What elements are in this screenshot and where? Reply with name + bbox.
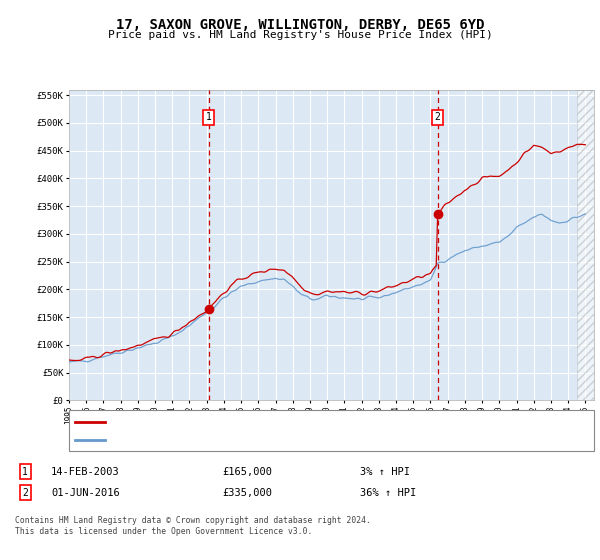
Text: 2: 2 (435, 113, 440, 122)
Text: £165,000: £165,000 (222, 466, 272, 477)
Text: Price paid vs. HM Land Registry's House Price Index (HPI): Price paid vs. HM Land Registry's House … (107, 30, 493, 40)
Text: 17, SAXON GROVE, WILLINGTON, DERBY, DE65 6YD: 17, SAXON GROVE, WILLINGTON, DERBY, DE65… (116, 18, 484, 32)
Bar (577, 90, 594, 400)
Text: 1: 1 (206, 113, 212, 122)
Text: HPI: Average price, detached house, South Derbyshire: HPI: Average price, detached house, Sout… (111, 435, 391, 444)
Text: 14-FEB-2003: 14-FEB-2003 (51, 466, 120, 477)
Text: 1: 1 (22, 466, 28, 477)
Text: 36% ↑ HPI: 36% ↑ HPI (360, 488, 416, 498)
Text: £335,000: £335,000 (222, 488, 272, 498)
Text: 3% ↑ HPI: 3% ↑ HPI (360, 466, 410, 477)
Text: 01-JUN-2016: 01-JUN-2016 (51, 488, 120, 498)
Text: Contains HM Land Registry data © Crown copyright and database right 2024.
This d: Contains HM Land Registry data © Crown c… (15, 516, 371, 536)
Text: 2: 2 (22, 488, 28, 498)
Text: 17, SAXON GROVE, WILLINGTON, DERBY, DE65 6YD (detached house): 17, SAXON GROVE, WILLINGTON, DERBY, DE65… (111, 417, 439, 426)
